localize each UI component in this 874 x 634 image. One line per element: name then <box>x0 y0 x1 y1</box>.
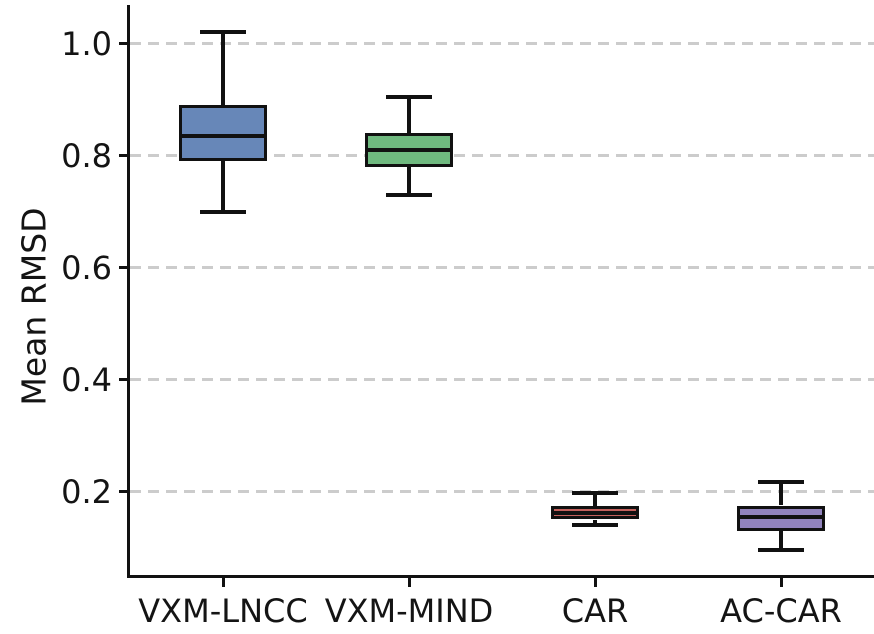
upper-whisker-cap <box>572 490 618 495</box>
box-vxm-lncc <box>179 105 267 162</box>
median-line <box>554 510 636 515</box>
x-tick-mark <box>407 578 411 587</box>
y-tick-mark <box>119 154 128 157</box>
median-line <box>740 514 822 519</box>
x-tick-label: VXM-MIND <box>324 592 494 630</box>
y-tick-mark <box>119 378 128 381</box>
y-tick-label: 0.4 <box>61 360 112 399</box>
y-tick-mark <box>119 266 128 269</box>
upper-whisker-cap <box>200 30 246 35</box>
lower-whisker-cap <box>758 548 804 553</box>
lower-whisker-cap <box>572 523 618 528</box>
x-tick-label: VXM-LNCC <box>138 592 308 630</box>
x-tick-label: AC-CAR <box>720 592 842 630</box>
lower-whisker-cap <box>200 209 246 214</box>
gridline <box>130 378 874 381</box>
lower-whisker <box>407 166 411 195</box>
median-line <box>182 133 264 138</box>
y-tick-label: 0.6 <box>61 248 112 287</box>
upper-whisker <box>407 96 411 134</box>
y-axis-line <box>127 5 130 578</box>
x-tick-label: CAR <box>561 592 629 630</box>
gridline <box>130 490 874 493</box>
x-tick-mark <box>221 578 225 587</box>
lower-whisker <box>779 530 783 551</box>
y-tick-label: 0.2 <box>61 472 112 511</box>
y-tick-mark <box>119 490 128 493</box>
upper-whisker-cap <box>758 479 804 484</box>
x-tick-mark <box>779 578 783 587</box>
median-line <box>368 147 450 152</box>
upper-whisker <box>779 481 783 506</box>
upper-whisker <box>221 32 225 106</box>
gridline <box>130 154 874 157</box>
y-tick-label: 0.8 <box>61 136 112 175</box>
upper-whisker <box>593 492 597 507</box>
lower-whisker <box>593 519 597 526</box>
lower-whisker <box>221 161 225 212</box>
y-tick-label: 1.0 <box>61 24 112 63</box>
x-axis-line <box>127 575 874 578</box>
lower-whisker-cap <box>386 192 432 197</box>
upper-whisker-cap <box>386 94 432 99</box>
x-tick-mark <box>593 578 597 587</box>
y-tick-mark <box>119 42 128 45</box>
gridline <box>130 42 874 45</box>
gridline <box>130 266 874 269</box>
